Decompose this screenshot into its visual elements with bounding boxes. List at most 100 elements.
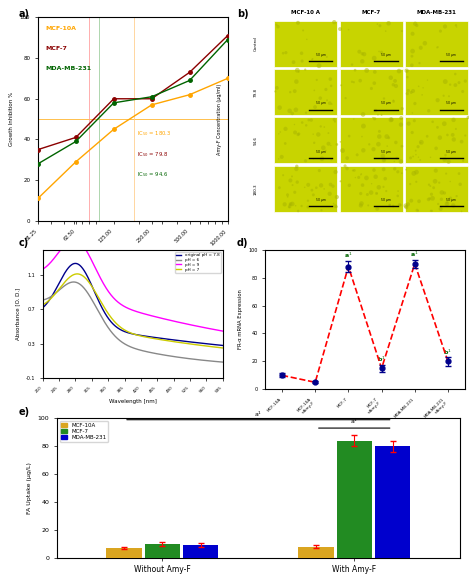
Circle shape (284, 142, 287, 145)
Circle shape (416, 209, 419, 211)
Circle shape (392, 205, 394, 207)
Circle shape (376, 142, 381, 146)
Circle shape (461, 90, 464, 93)
Text: b): b) (237, 9, 249, 19)
Circle shape (382, 167, 385, 171)
Circle shape (313, 89, 315, 91)
Circle shape (378, 51, 380, 52)
Circle shape (340, 141, 341, 143)
Circle shape (401, 107, 404, 110)
Circle shape (430, 157, 431, 158)
Circle shape (381, 114, 383, 116)
Circle shape (328, 77, 332, 81)
Circle shape (293, 107, 298, 112)
Circle shape (404, 205, 409, 209)
Circle shape (319, 183, 323, 188)
Text: MDA-MB-231: MDA-MB-231 (417, 10, 456, 15)
Circle shape (443, 191, 446, 195)
Circle shape (332, 20, 337, 24)
Text: a$^1$: a$^1$ (410, 250, 419, 259)
Circle shape (417, 210, 419, 211)
Circle shape (275, 24, 278, 26)
Circle shape (295, 205, 296, 206)
Circle shape (280, 155, 284, 159)
Circle shape (426, 135, 428, 138)
Circle shape (439, 190, 444, 195)
Text: 50 μm: 50 μm (447, 150, 456, 154)
Circle shape (419, 159, 421, 161)
Circle shape (442, 157, 447, 162)
Circle shape (415, 150, 417, 152)
Circle shape (327, 142, 330, 146)
Text: d): d) (237, 238, 248, 248)
Circle shape (372, 147, 375, 152)
Circle shape (306, 38, 308, 40)
Circle shape (392, 99, 394, 102)
Circle shape (456, 195, 458, 198)
Circle shape (399, 116, 403, 120)
Bar (274, 69, 337, 115)
Circle shape (376, 23, 378, 25)
Circle shape (326, 99, 328, 101)
Circle shape (330, 145, 331, 146)
Bar (375, 446, 410, 558)
Circle shape (393, 79, 397, 83)
Circle shape (292, 184, 293, 186)
Circle shape (289, 203, 291, 206)
Text: 94.6: 94.6 (254, 136, 258, 145)
Text: b$^1$: b$^1$ (377, 355, 386, 364)
Circle shape (293, 89, 297, 93)
Circle shape (339, 180, 341, 182)
Text: 50 μm: 50 μm (447, 53, 456, 57)
Circle shape (413, 102, 417, 105)
Circle shape (438, 207, 443, 211)
Circle shape (274, 91, 276, 92)
Circle shape (297, 132, 301, 135)
Circle shape (458, 172, 460, 175)
Circle shape (293, 191, 296, 194)
Circle shape (407, 121, 410, 125)
Circle shape (296, 21, 300, 25)
Circle shape (449, 84, 451, 86)
Circle shape (397, 190, 399, 192)
Circle shape (448, 95, 450, 97)
Circle shape (443, 95, 445, 97)
Circle shape (310, 189, 313, 192)
Circle shape (389, 76, 393, 80)
Circle shape (312, 158, 314, 160)
Text: 50 μm: 50 μm (447, 198, 456, 202)
Circle shape (361, 52, 364, 55)
Text: MCF-7: MCF-7 (362, 10, 381, 15)
Circle shape (355, 177, 356, 178)
Circle shape (411, 89, 415, 93)
Circle shape (457, 81, 461, 84)
Text: 79.8: 79.8 (254, 88, 258, 96)
Circle shape (357, 176, 360, 179)
Bar (183, 545, 219, 558)
Bar (405, 166, 468, 212)
Circle shape (431, 120, 434, 123)
Circle shape (323, 188, 325, 190)
Circle shape (430, 210, 432, 211)
X-axis label: Wavelength [nm]: Wavelength [nm] (109, 399, 157, 404)
Circle shape (410, 131, 414, 134)
Circle shape (335, 195, 339, 199)
Circle shape (328, 182, 332, 187)
Circle shape (399, 159, 403, 164)
Circle shape (357, 49, 361, 53)
Text: 50 μm: 50 μm (381, 150, 391, 154)
Circle shape (429, 185, 431, 187)
Circle shape (276, 25, 280, 28)
Circle shape (382, 158, 386, 162)
Circle shape (419, 140, 424, 145)
Y-axis label: FA Uptake (μg/L): FA Uptake (μg/L) (27, 462, 32, 514)
Circle shape (319, 125, 322, 128)
Y-axis label: Growth Inhibition %: Growth Inhibition % (9, 92, 14, 146)
Circle shape (360, 174, 362, 175)
Circle shape (321, 145, 326, 150)
Circle shape (360, 173, 362, 175)
Circle shape (330, 85, 332, 87)
Circle shape (348, 135, 350, 138)
Circle shape (378, 24, 382, 27)
Circle shape (399, 203, 402, 206)
